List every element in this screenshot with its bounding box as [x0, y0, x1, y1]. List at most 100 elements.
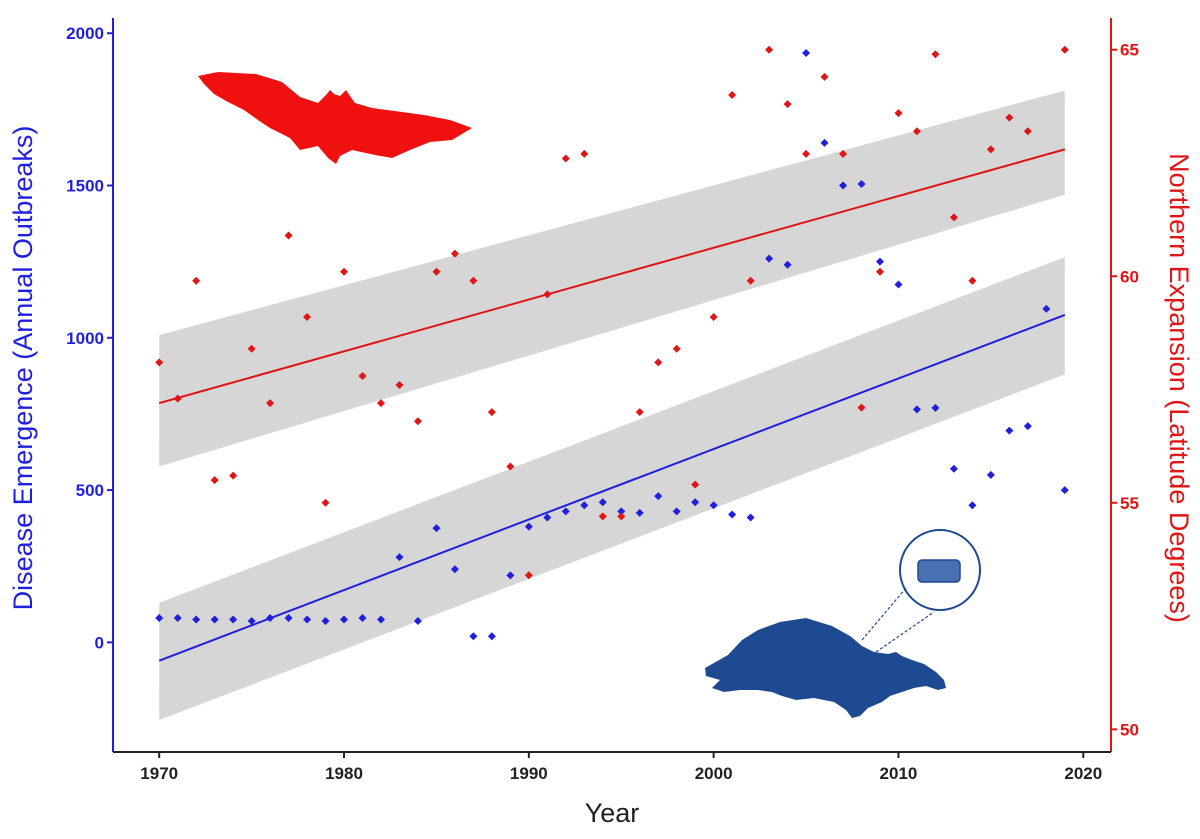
- disease-point: [635, 508, 644, 517]
- disease-point: [303, 615, 312, 624]
- latitude-point: [450, 249, 459, 258]
- latitude-point: [986, 145, 995, 154]
- disease-point: [340, 615, 349, 624]
- right-tick-label: 65: [1120, 41, 1139, 60]
- disease-point: [746, 513, 755, 522]
- disease-point: [654, 492, 663, 501]
- pathogen-magnifier-icon: [861, 529, 981, 653]
- x-axis-title: Year: [585, 798, 640, 828]
- disease-point: [1042, 304, 1051, 313]
- disease-point: [432, 524, 441, 533]
- latitude-point: [210, 476, 219, 485]
- disease-fit-line: [158, 314, 1066, 662]
- latitude-point: [654, 358, 663, 367]
- disease-point: [487, 632, 496, 641]
- disease-point: [691, 498, 700, 507]
- latitude-point: [413, 417, 422, 426]
- disease-point: [709, 501, 718, 510]
- latitude-point: [857, 403, 866, 412]
- disease-point: [875, 257, 884, 266]
- disease-point: [247, 617, 256, 626]
- bat-silhouette-icon: [198, 72, 472, 164]
- tick-labels: 0 500 1000 1500 2000 50 55 60 65 1970 1980 1990 2000…: [66, 24, 1139, 783]
- axes: [107, 18, 1117, 758]
- right-tick-label: 60: [1120, 267, 1139, 286]
- disease-point: [266, 613, 275, 622]
- disease-point: [155, 613, 164, 622]
- right-tick-label: 55: [1120, 494, 1139, 513]
- latitude-point: [617, 512, 626, 521]
- latitude-point: [746, 276, 755, 285]
- disease-point: [912, 405, 921, 414]
- disease-point: [802, 49, 811, 58]
- bottom-tick-label: 2010: [880, 764, 918, 783]
- disease-point: [506, 571, 515, 580]
- disease-point: [210, 615, 219, 624]
- latitude-point: [839, 149, 848, 158]
- latitude-point: [728, 91, 737, 100]
- disease-point: [543, 513, 552, 522]
- latitude-point: [580, 149, 589, 158]
- bottom-tick-label: 2020: [1064, 764, 1102, 783]
- latitude-point: [635, 408, 644, 417]
- latitude-point: [875, 267, 884, 276]
- latitude-point: [395, 381, 404, 389]
- latitude-point: [340, 267, 349, 276]
- disease-point: [894, 280, 903, 289]
- latitude-point: [155, 358, 164, 367]
- latitude-point: [266, 399, 275, 408]
- bottom-tick-label: 2000: [695, 764, 733, 783]
- disease-point: [358, 613, 367, 622]
- latitude-point: [931, 50, 940, 59]
- disease-point: [561, 507, 570, 516]
- right-tick-label: 50: [1120, 720, 1139, 739]
- latitude-point: [691, 480, 700, 489]
- disease-point: [395, 553, 404, 562]
- latitude-point: [672, 344, 681, 353]
- latitude-point: [229, 471, 238, 480]
- left-axis-title: Disease Emergence (Annual Outbreaks): [8, 126, 38, 611]
- latitude-confidence-band: [159, 90, 1065, 467]
- latitude-point: [765, 45, 774, 54]
- regression-lines: [158, 148, 1066, 662]
- disease-point: [450, 565, 459, 574]
- disease-point: [820, 138, 829, 147]
- disease-point: [598, 498, 607, 507]
- latitude-point: [802, 149, 811, 158]
- disease-point: [949, 464, 958, 473]
- disease-point: [469, 632, 478, 641]
- latitude-point: [1005, 113, 1014, 122]
- disease-point: [931, 403, 940, 412]
- latitude-point: [321, 498, 330, 507]
- latitude-point: [432, 267, 441, 276]
- left-tick-label: 500: [76, 481, 104, 500]
- latitude-point: [968, 276, 977, 285]
- bottom-tick-label: 1990: [510, 764, 548, 783]
- latitude-point: [247, 344, 256, 353]
- disease-point: [672, 507, 681, 516]
- latitude-point: [506, 462, 515, 471]
- latitude-point: [543, 290, 552, 299]
- data-points: [155, 45, 1069, 641]
- latitude-point: [303, 313, 312, 322]
- disease-point: [1023, 422, 1032, 431]
- left-tick-label: 1500: [66, 177, 104, 196]
- buffalo-silhouette-icon: [705, 618, 946, 718]
- disease-point: [986, 470, 995, 479]
- latitude-point: [376, 399, 385, 408]
- left-tick-label: 1000: [66, 329, 104, 348]
- disease-point: [783, 260, 792, 269]
- latitude-point: [561, 154, 570, 163]
- latitude-point: [284, 231, 293, 240]
- latitude-point: [358, 371, 367, 380]
- disease-point: [857, 179, 866, 188]
- disease-point: [321, 617, 330, 626]
- right-axis-title: Northern Expansion (Latitude Degrees): [1164, 153, 1194, 623]
- disease-point: [580, 501, 589, 510]
- latitude-point: [173, 394, 182, 403]
- confidence-bands: [159, 90, 1065, 721]
- disease-point: [192, 615, 201, 624]
- latitude-point: [949, 213, 958, 222]
- disease-point: [173, 613, 182, 622]
